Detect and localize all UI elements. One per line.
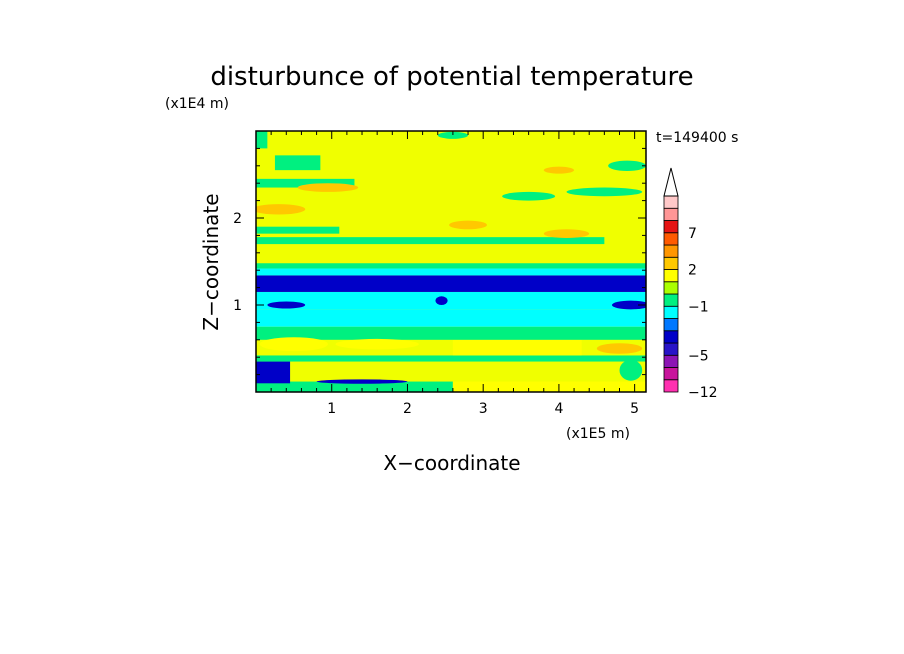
contour-band-7 [256, 291, 646, 310]
axes: 1 2 3 4 5 1 2 [233, 130, 647, 417]
colorbar-swatch [663, 318, 679, 332]
contour-band-10 [256, 263, 646, 269]
x-axis-label: X−coordinate [383, 451, 520, 475]
chart-title: disturbunce of potential temperature [210, 62, 693, 92]
x-tick-label: 4 [554, 401, 563, 417]
colorbar-swatch [663, 195, 679, 209]
colorbar: −12−5−127 [663, 167, 718, 401]
colorbar-tick-label: 2 [688, 263, 697, 279]
colorbar-tick-label: 7 [688, 226, 697, 242]
contour-patch-0 [256, 204, 306, 215]
colorbar-swatch [663, 305, 679, 319]
contour-band-0 [256, 381, 453, 392]
contour-patch-16 [316, 379, 408, 384]
contour-patch-13 [267, 301, 306, 309]
contour-patch-11 [596, 343, 643, 354]
x-tick-label: 5 [630, 401, 639, 417]
colorbar-tick-label: −1 [688, 299, 709, 315]
time-label: t=149400 s [656, 130, 738, 146]
contour-band-6 [256, 309, 646, 327]
contour-patch-14 [435, 296, 448, 305]
colorbar-tick-label: −5 [688, 348, 709, 364]
colorbar-swatch [663, 367, 679, 381]
contour-band-2 [256, 361, 291, 384]
contour-band-1 [452, 381, 646, 392]
contour-patch-1 [297, 183, 359, 192]
colorbar-swatch [663, 330, 679, 344]
colorbar-swatch [663, 207, 679, 221]
contour-band-15 [256, 131, 268, 149]
colorbar-swatch [663, 354, 679, 368]
contour-patch-10 [335, 338, 419, 350]
contour-patch-12 [611, 300, 646, 310]
contour-patch-8 [437, 131, 469, 139]
colorbar-swatch [663, 244, 679, 258]
contour-patch-2 [449, 220, 487, 230]
colorbar-tick-label: −12 [688, 385, 718, 401]
colorbar-swatch [663, 269, 679, 283]
colorbar-swatch [663, 293, 679, 307]
colorbar-swatch [663, 379, 679, 393]
y-tick-label: 1 [233, 298, 242, 314]
y-axis-label: Z−coordinate [199, 193, 223, 330]
contour-patch-6 [608, 160, 646, 172]
contour-band-13 [256, 178, 355, 188]
contour-band-14 [274, 155, 321, 171]
contour-band-11 [256, 237, 605, 245]
colorbar-overflow-arrow [663, 167, 679, 197]
x-tick-label: 1 [327, 401, 336, 417]
colorbar-swatch [663, 281, 679, 295]
contour-band-9 [256, 268, 646, 276]
contour-patch-15 [619, 359, 643, 381]
colorbar-swatch [663, 342, 679, 356]
contour-band-4 [452, 339, 582, 356]
contour-band-3 [256, 355, 646, 362]
y-tick-label: 2 [233, 211, 242, 227]
x-tick-label: 2 [403, 401, 412, 417]
x-tick-label: 3 [479, 401, 488, 417]
plot-area [256, 131, 646, 392]
contour-patch-5 [543, 229, 590, 239]
colorbar-swatch [663, 256, 679, 270]
contour-band-5 [256, 326, 646, 340]
contour-patch-3 [502, 191, 556, 201]
y-axis-unit: (x1E4 m) [165, 96, 229, 112]
plot-frame [255, 130, 647, 393]
contour-patch-4 [566, 187, 643, 197]
contour-band-8 [256, 275, 646, 292]
colorbar-swatch [663, 232, 679, 246]
contour-patch-7 [543, 166, 575, 174]
colorbar-swatch [663, 220, 679, 234]
contour-patch-9 [259, 337, 328, 352]
contour-band-12 [256, 226, 340, 234]
x-axis-unit: (x1E5 m) [566, 426, 630, 442]
